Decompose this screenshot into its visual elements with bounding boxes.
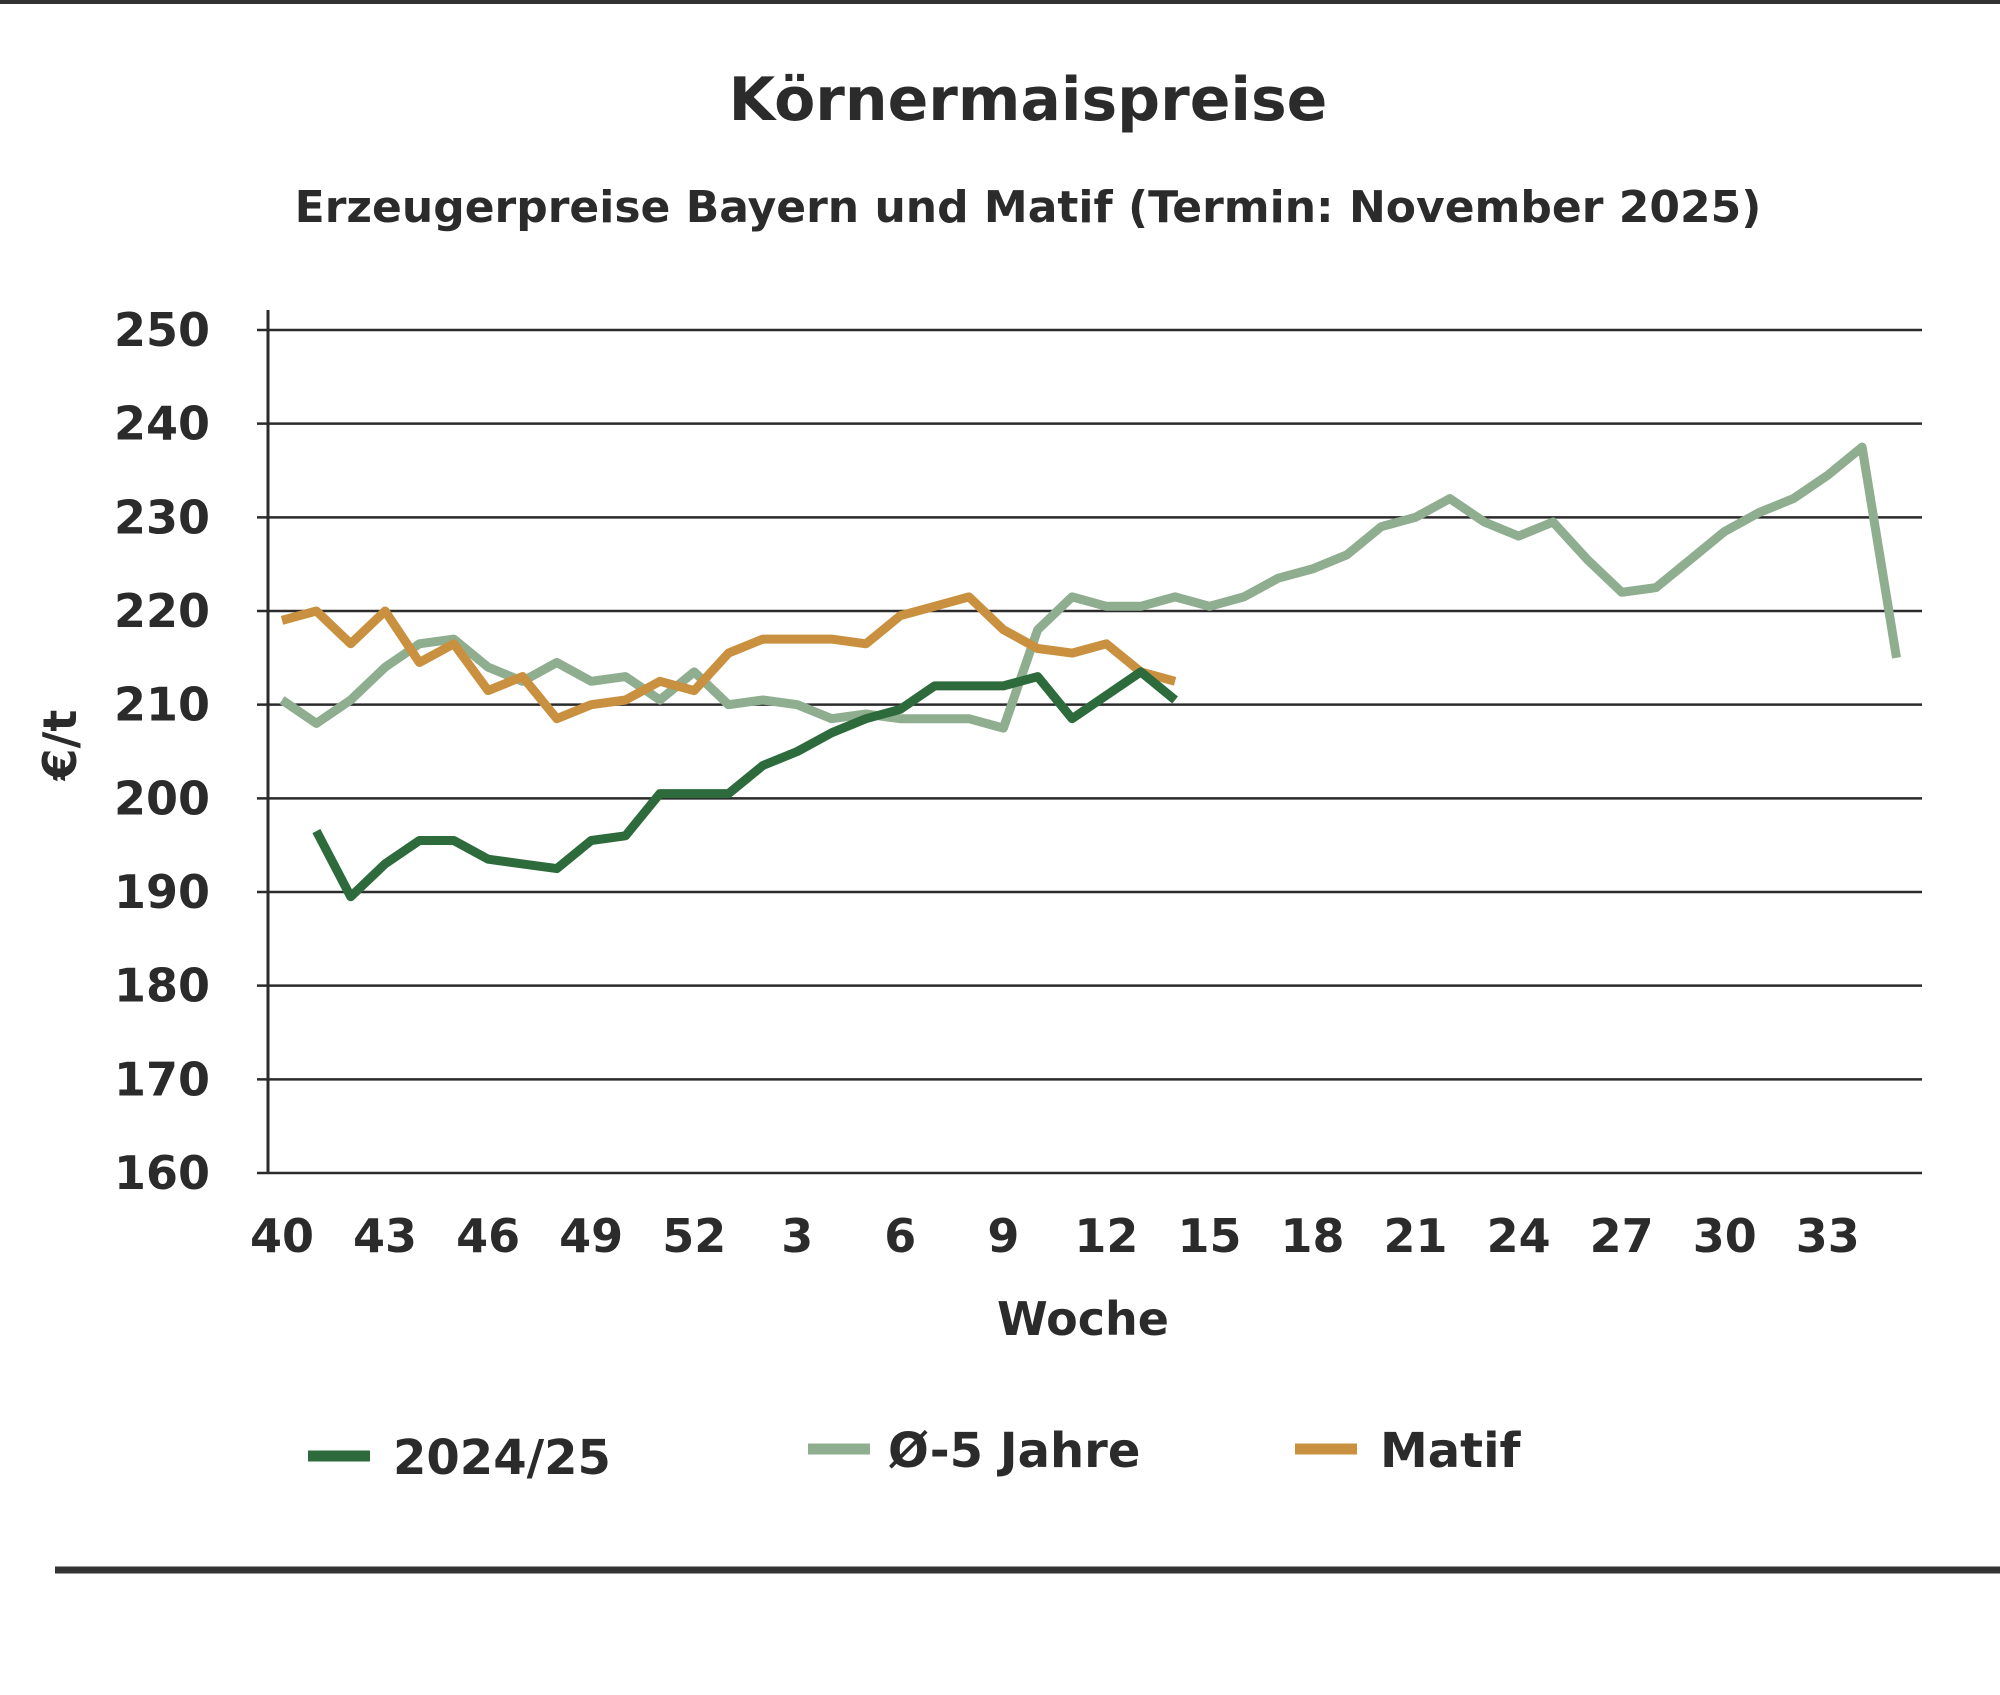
y-tick-label: 250: [114, 303, 210, 357]
series-line-1: [279, 442, 1901, 733]
x-axis-label: Woche: [997, 1292, 1169, 1346]
series-line-0: [312, 667, 1178, 902]
y-tick-label: 180: [114, 959, 210, 1013]
x-tick-label: 52: [662, 1209, 726, 1263]
x-tick-label: 49: [559, 1209, 623, 1263]
x-tick-label: 15: [1177, 1209, 1241, 1263]
y-tick-label: 170: [114, 1052, 210, 1106]
y-tick-label: 240: [114, 397, 210, 451]
x-tick-label: 30: [1693, 1209, 1757, 1263]
y-tick-label: 230: [114, 490, 210, 544]
chart-subtitle: Erzeugerpreise Bayern und Matif (Termin:…: [295, 182, 1762, 233]
x-tick-label: 6: [884, 1209, 916, 1263]
gridlines: [257, 328, 1922, 1175]
legend-label: Matif: [1380, 1423, 1522, 1479]
x-tick-label: 46: [456, 1209, 520, 1263]
x-tick-label: 24: [1487, 1209, 1551, 1263]
y-tick-labels: 160 170 180 190 200 210 220 230 240 250: [114, 303, 210, 1200]
legend-label: Ø-5 Jahre: [888, 1423, 1140, 1479]
y-axis-label: €/t: [33, 710, 87, 782]
x-tick-label: 18: [1280, 1209, 1344, 1263]
chart-title: Körnermaispreise: [729, 65, 1328, 135]
legend: 2024/25 Ø-5 Jahre Matif: [308, 1423, 1522, 1486]
x-tick-label: 12: [1074, 1209, 1138, 1263]
x-tick-labels: 40 43 46 49 52 3 6 9 12 15 18 21 24 27 30 33: [250, 1209, 1860, 1263]
legend-label: 2024/25: [393, 1430, 611, 1486]
series-line-2: [280, 592, 1177, 724]
y-tick-label: 210: [114, 678, 210, 732]
x-tick-label: 43: [353, 1209, 417, 1263]
x-tick-label: 27: [1590, 1209, 1654, 1263]
y-tick-label: 200: [114, 771, 210, 825]
x-tick-label: 9: [987, 1209, 1019, 1263]
x-tick-label: 33: [1796, 1209, 1860, 1263]
y-tick-label: 220: [114, 584, 210, 638]
x-tick-label: 3: [781, 1209, 813, 1263]
y-tick-label: 190: [114, 865, 210, 919]
y-tick-label: 160: [114, 1146, 210, 1200]
x-tick-label: 40: [250, 1209, 314, 1263]
series-lines: [279, 442, 1901, 902]
x-tick-label: 21: [1384, 1209, 1448, 1263]
